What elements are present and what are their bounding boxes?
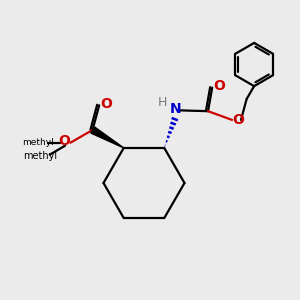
Text: O: O (58, 134, 70, 148)
Polygon shape (91, 127, 124, 148)
Text: H: H (158, 96, 168, 109)
Text: O: O (233, 113, 244, 127)
Text: N: N (170, 102, 181, 116)
Text: methyl: methyl (23, 151, 57, 161)
Text: methyl: methyl (22, 138, 54, 147)
Text: O: O (213, 79, 225, 93)
Text: O: O (101, 97, 112, 111)
